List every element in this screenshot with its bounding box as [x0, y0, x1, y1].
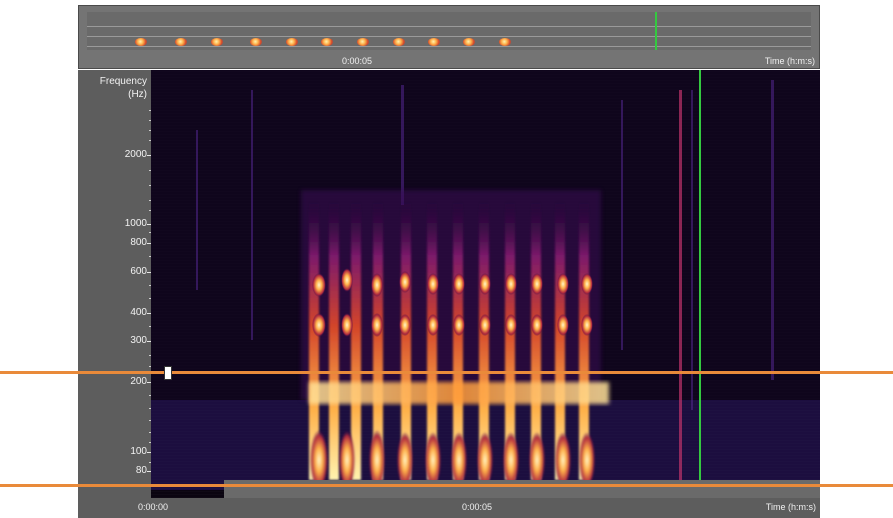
call-event-6[interactable] — [321, 38, 333, 46]
freq-tick — [147, 243, 151, 244]
freq-tick — [147, 471, 151, 472]
freq-tick-label: 1000 — [124, 218, 147, 229]
freq-tick-label: 400 — [130, 307, 147, 318]
harmonic-stacks — [309, 200, 589, 480]
spectrogram-cursor[interactable] — [699, 70, 701, 480]
freq-tick — [147, 452, 151, 453]
freq-tick-label: 200 — [130, 376, 147, 387]
call-event-11[interactable] — [499, 38, 511, 46]
call-event-10[interactable] — [463, 38, 475, 46]
freq-tick — [147, 313, 151, 314]
freq-tick — [147, 272, 151, 273]
freq-tick-label: 600 — [130, 266, 147, 277]
overview-panel[interactable]: 0:00:05 Time (h:m:s) — [78, 5, 820, 69]
playback-cursor[interactable] — [655, 12, 657, 50]
call-event-8[interactable] — [393, 38, 405, 46]
selection-upper-bound[interactable] — [0, 371, 893, 374]
overview-track[interactable] — [87, 12, 811, 50]
freq-tick-label: 100 — [130, 446, 147, 457]
call-event-1[interactable] — [135, 38, 147, 46]
freq-tick-label: 300 — [130, 335, 147, 346]
time-axis: 0:00:00 0:00:05 Time (h:m:s) — [78, 498, 820, 518]
spectrogram-graphic — [151, 70, 820, 490]
call-event-3[interactable] — [211, 38, 223, 46]
overview-gridline — [87, 46, 811, 47]
overview-gridline — [87, 26, 811, 27]
overview-gridline — [87, 36, 811, 37]
harmonic-blobs — [312, 268, 593, 337]
spectrogram-canvas[interactable] — [151, 70, 820, 498]
selection-handle[interactable] — [164, 366, 172, 380]
background-noise — [196, 80, 774, 410]
frequency-axis-unit: (Hz) — [128, 89, 147, 100]
spectrogram-panel[interactable]: Frequency (Hz) 2000 1000 800 600 400 300… — [78, 70, 820, 498]
call-event-4[interactable] — [250, 38, 262, 46]
freq-tick-label: 2000 — [124, 149, 147, 160]
freq-tick — [147, 382, 151, 383]
time-axis-bar — [224, 480, 820, 498]
freq-tick — [147, 224, 151, 225]
freq-tick — [147, 341, 151, 342]
frequency-axis: Frequency (Hz) 2000 1000 800 600 400 300… — [78, 70, 151, 498]
selection-lower-bound[interactable] — [0, 484, 893, 487]
call-event-9[interactable] — [428, 38, 440, 46]
overview-time-label: 0:00:05 — [342, 56, 373, 66]
time-axis-label: Time (h:m:s) — [765, 502, 816, 512]
call-event-5[interactable] — [286, 38, 298, 46]
frequency-axis-title: Frequency — [99, 76, 147, 87]
freq-tick — [147, 155, 151, 156]
overview-axis-label: Time (h:m:s) — [764, 56, 815, 66]
time-tick-label: 0:00:00 — [138, 502, 169, 512]
freq-tick-label: 800 — [130, 237, 147, 248]
freq-tick-label: 80 — [135, 465, 147, 476]
call-event-2[interactable] — [175, 38, 187, 46]
low-frequency-bursts — [310, 430, 595, 490]
call-event-7[interactable] — [357, 38, 369, 46]
fundamental-band — [309, 382, 609, 404]
time-tick-label: 0:00:05 — [462, 502, 493, 512]
